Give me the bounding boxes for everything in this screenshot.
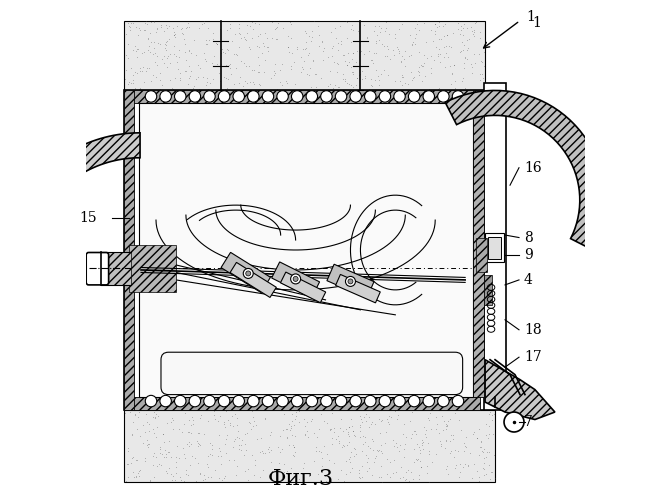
Circle shape xyxy=(321,90,332,102)
Circle shape xyxy=(394,90,405,102)
Bar xyxy=(485,232,504,262)
Bar xyxy=(129,245,176,292)
Text: 7: 7 xyxy=(524,415,533,429)
Text: 1: 1 xyxy=(533,16,541,30)
Circle shape xyxy=(262,396,274,407)
Circle shape xyxy=(246,271,251,276)
Bar xyxy=(484,275,492,305)
Circle shape xyxy=(204,90,215,102)
Bar xyxy=(123,90,485,409)
Polygon shape xyxy=(485,360,555,420)
Circle shape xyxy=(189,90,201,102)
Circle shape xyxy=(306,396,317,407)
Circle shape xyxy=(423,90,435,102)
Circle shape xyxy=(364,90,376,102)
Bar xyxy=(101,252,131,285)
Circle shape xyxy=(291,396,303,407)
Circle shape xyxy=(189,396,201,407)
Circle shape xyxy=(160,396,171,407)
Circle shape xyxy=(160,90,171,102)
Circle shape xyxy=(437,90,449,102)
Polygon shape xyxy=(336,274,380,303)
Circle shape xyxy=(346,276,356,286)
Circle shape xyxy=(379,90,391,102)
Circle shape xyxy=(336,90,347,102)
Circle shape xyxy=(218,90,230,102)
Text: 17: 17 xyxy=(524,350,541,364)
Bar xyxy=(484,83,506,409)
Circle shape xyxy=(379,396,391,407)
Circle shape xyxy=(218,396,230,407)
Circle shape xyxy=(452,396,464,407)
FancyBboxPatch shape xyxy=(161,352,462,395)
Bar xyxy=(129,90,480,103)
Circle shape xyxy=(350,90,362,102)
Text: 8: 8 xyxy=(524,230,533,244)
Polygon shape xyxy=(327,264,374,298)
Circle shape xyxy=(504,412,524,432)
Polygon shape xyxy=(230,262,276,298)
Circle shape xyxy=(233,396,244,407)
Circle shape xyxy=(452,90,464,102)
Circle shape xyxy=(174,396,186,407)
Polygon shape xyxy=(280,272,325,302)
Text: 4: 4 xyxy=(524,273,533,287)
Circle shape xyxy=(291,90,303,102)
Circle shape xyxy=(277,90,289,102)
Polygon shape xyxy=(1,133,140,272)
Bar xyxy=(472,90,484,397)
Text: 16: 16 xyxy=(524,160,541,174)
Polygon shape xyxy=(446,90,605,250)
Bar xyxy=(129,397,480,409)
Circle shape xyxy=(146,90,157,102)
Circle shape xyxy=(423,396,435,407)
Polygon shape xyxy=(272,262,319,298)
Polygon shape xyxy=(221,252,270,292)
Circle shape xyxy=(248,396,259,407)
Circle shape xyxy=(394,396,405,407)
Circle shape xyxy=(321,396,332,407)
Circle shape xyxy=(277,396,289,407)
Circle shape xyxy=(174,90,186,102)
Circle shape xyxy=(146,396,157,407)
Circle shape xyxy=(244,268,253,278)
Circle shape xyxy=(291,274,301,284)
Circle shape xyxy=(233,90,244,102)
Bar xyxy=(123,90,134,409)
Bar xyxy=(488,236,501,259)
Circle shape xyxy=(248,90,259,102)
Circle shape xyxy=(262,90,274,102)
Circle shape xyxy=(293,276,298,281)
Bar xyxy=(123,20,485,90)
Text: 18: 18 xyxy=(524,323,541,337)
Circle shape xyxy=(348,279,353,284)
Circle shape xyxy=(409,396,420,407)
Circle shape xyxy=(409,90,420,102)
Bar xyxy=(476,238,487,272)
Circle shape xyxy=(350,396,362,407)
Circle shape xyxy=(204,396,215,407)
Bar xyxy=(138,103,472,397)
Circle shape xyxy=(437,396,449,407)
Circle shape xyxy=(336,396,347,407)
Text: 1: 1 xyxy=(526,10,535,24)
FancyBboxPatch shape xyxy=(86,252,109,285)
Text: 15: 15 xyxy=(80,210,97,224)
Text: 9: 9 xyxy=(524,248,533,262)
Circle shape xyxy=(364,396,376,407)
Bar xyxy=(123,410,495,482)
Circle shape xyxy=(306,90,317,102)
Text: Фиг.3: Фиг.3 xyxy=(268,468,333,490)
